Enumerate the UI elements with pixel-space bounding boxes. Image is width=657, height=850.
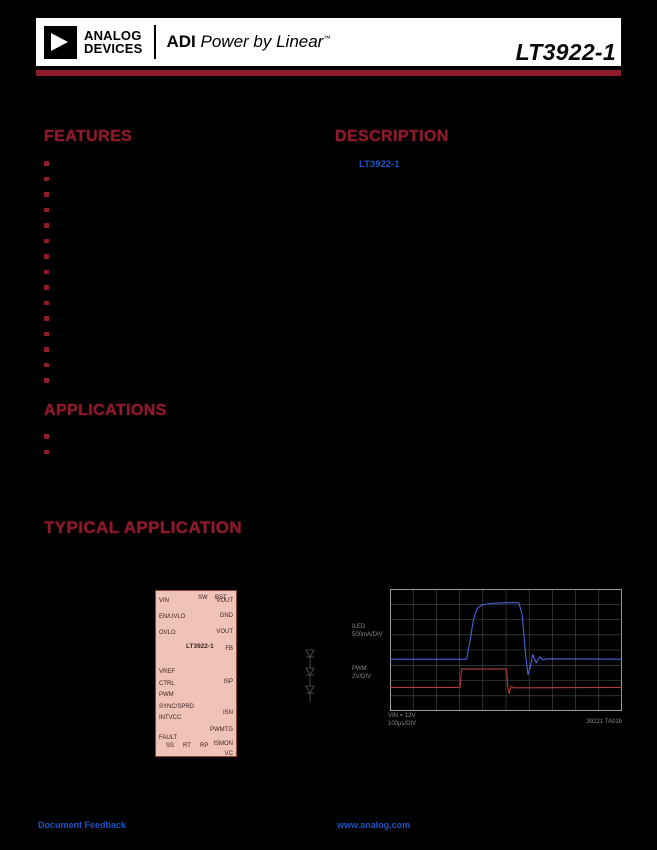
feature-item [44, 266, 324, 282]
feature-item [44, 188, 324, 204]
header-rule [36, 70, 621, 76]
ic-pin-isn: ISN [222, 710, 233, 716]
ic-pin-pwmtg: PWMTG [210, 727, 233, 733]
adi-triangle-icon [51, 32, 68, 51]
feature-item [44, 157, 324, 173]
feature-item [44, 297, 324, 313]
ic-pin-rp: RP [200, 743, 209, 749]
feature-item [44, 235, 324, 251]
ic-pin-sync-sprd: SYNC/SPRD [159, 704, 195, 710]
feature-item [44, 343, 324, 359]
led-string-icon [305, 649, 315, 702]
part-number: LT3922-1 [515, 39, 616, 65]
bullet-square-icon [44, 378, 49, 383]
feature-item [44, 328, 324, 344]
brand-divider [154, 25, 157, 59]
feature-item [44, 250, 324, 266]
bullet-square-icon [44, 285, 49, 290]
bullet-square-icon [44, 238, 49, 243]
feature-item [44, 219, 324, 235]
bullet-square-icon [44, 269, 49, 274]
typical-application-heading: TYPICAL APPLICATION [44, 518, 243, 537]
chart-grid [390, 589, 622, 711]
bullet-square-icon [44, 207, 49, 212]
logo-line2: DEVICES [84, 41, 143, 56]
waveform-svg [390, 589, 623, 711]
bullet-square-icon [44, 176, 49, 181]
adi-logo-icon [44, 25, 77, 59]
bullet-square-icon [44, 434, 49, 439]
bullet-square-icon [44, 223, 49, 228]
brand-adi: ADI [166, 32, 196, 51]
ic-pin-vref: VREF [159, 669, 176, 675]
ic-pin-isp: ISP [223, 679, 233, 685]
bullet-square-icon [44, 192, 49, 197]
ic-pin-vout: VOUT [216, 598, 233, 604]
ic-pin-gnd: GND [219, 613, 233, 619]
description-heading: DESCRIPTION [335, 128, 449, 145]
chart-ylabel-pwm: PWM 2V/DIV [352, 666, 372, 680]
application-item [44, 446, 324, 462]
applications-list [44, 430, 324, 461]
description-part-link[interactable]: LT3922-1 [359, 159, 400, 170]
chart-ylabel-iled: ILED 500mA/DIV [352, 624, 383, 638]
brand-row: ANALOG DEVICES ADI Power by Linear™ [44, 24, 330, 60]
feature-item [44, 173, 324, 189]
ic-pin-rt: RT [183, 743, 191, 749]
feature-item [44, 204, 324, 220]
features-list [44, 157, 324, 390]
ic-pin-fb: FB [225, 646, 233, 652]
feature-item [44, 359, 324, 375]
ic-pin-vc: VC [224, 751, 233, 757]
ic-pin-en-uvlo: EN/UVLO [159, 614, 186, 620]
bullet-square-icon [44, 316, 49, 321]
application-item [44, 430, 324, 446]
brand-power-by-linear: Power by Linear [200, 32, 324, 51]
trace-iled [390, 602, 623, 675]
feature-item [44, 281, 324, 297]
logo-line1: ANALOG [84, 27, 142, 43]
waveform-chart [390, 589, 623, 711]
brand-tagline: ADI Power by Linear™ [166, 32, 330, 52]
ic-pin-bst: BST [215, 595, 227, 601]
ic-label: LT3922-1 [186, 643, 214, 650]
feature-item [44, 312, 324, 328]
feature-item [44, 374, 324, 390]
ic-pin-pwm: PWM [159, 692, 174, 698]
ic-pin-sw: SW [198, 595, 208, 601]
ic-block: LT3922-1 VIN EN/UVLO OVLO VREF CTRL PWM SYNC/S… [155, 590, 237, 757]
ic-pin-ismon: ISMON [213, 741, 233, 747]
chart-conditions-note: VIN = 12V 100μs/DIV [388, 713, 417, 727]
applications-heading: APPLICATIONS [44, 402, 167, 419]
header-band: ANALOG DEVICES ADI Power by Linear™ LT39… [36, 18, 621, 66]
document-feedback-link[interactable]: Document Feedback [38, 820, 127, 830]
trademark-symbol: ™ [323, 35, 331, 43]
bullet-square-icon [44, 449, 49, 454]
bullet-square-icon [44, 300, 49, 305]
analog-website-link[interactable]: www.analog.com [337, 820, 411, 830]
ic-pin-intvcc: INTVCC [159, 715, 182, 721]
ic-pin-vout: VOUT [216, 629, 233, 635]
ic-pin-ss: SS [166, 743, 175, 749]
trace-pwm [390, 668, 623, 695]
ic-pin-vin: VIN [159, 598, 170, 604]
bullet-square-icon [44, 331, 49, 336]
chart-figure-id: 39221 TA01b [586, 719, 622, 725]
ic-pin-ovlo: OVLO [159, 630, 176, 636]
ic-pin-ctrl: CTRL [159, 681, 175, 687]
bullet-square-icon [44, 254, 49, 259]
bullet-square-icon [44, 362, 49, 367]
logo-wordmark: ANALOG DEVICES [84, 27, 143, 56]
features-heading: FEATURES [44, 128, 133, 145]
bullet-square-icon [44, 161, 49, 166]
chart-border [390, 589, 622, 711]
ic-pin-fault: FAULT [159, 735, 178, 741]
bullet-square-icon [44, 347, 49, 352]
